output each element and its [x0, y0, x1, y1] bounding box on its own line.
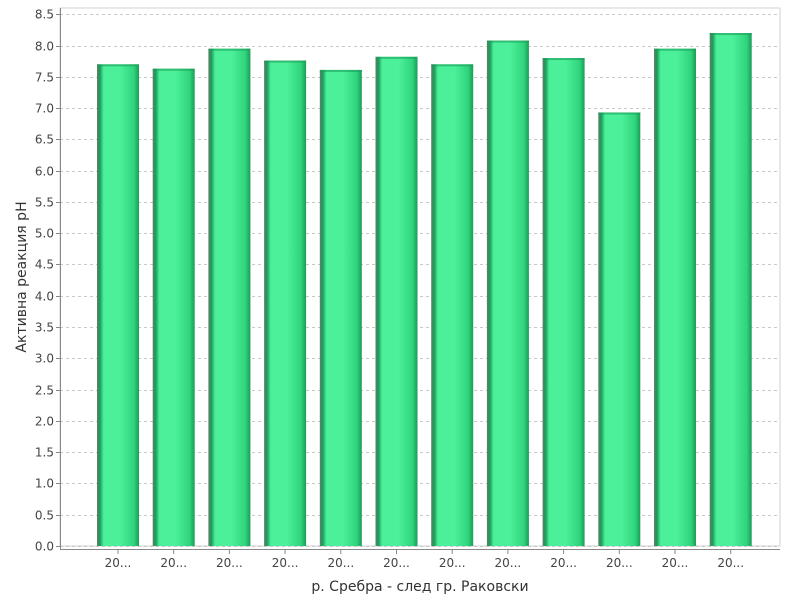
- x-tick-label: 20...: [606, 556, 633, 570]
- bar-body: [542, 58, 585, 547]
- y-tick-label: 0.5: [35, 509, 54, 523]
- y-tick-label: 1.5: [35, 446, 54, 460]
- bar-top-edge: [709, 33, 752, 36]
- y-tick-label: 1.0: [35, 477, 54, 491]
- y-tick-label: 4.5: [35, 258, 54, 272]
- x-tick-label: 20...: [662, 556, 689, 570]
- bar-top-edge: [375, 56, 418, 59]
- bar: [319, 69, 362, 546]
- y-tick-label: 7.0: [35, 102, 54, 116]
- bar: [264, 60, 307, 547]
- y-tick-label: 8.0: [35, 40, 54, 54]
- y-tick-label: 6.5: [35, 133, 54, 147]
- bar: [97, 64, 139, 547]
- bar: [375, 56, 418, 546]
- y-tick-label: 8.5: [35, 8, 54, 22]
- y-tick-label: 6.0: [35, 165, 54, 179]
- y-tick-label: 5.0: [35, 227, 54, 241]
- bar-top-edge: [654, 48, 696, 51]
- bar-body: [654, 48, 696, 547]
- x-tick-label: 20...: [216, 556, 243, 570]
- bar-body: [319, 69, 362, 546]
- y-tick-label: 2.5: [35, 384, 54, 398]
- bar: [598, 112, 641, 546]
- y-tick-label: 2.0: [35, 415, 54, 429]
- bar-top-edge: [431, 64, 474, 67]
- bar: [542, 58, 585, 547]
- axes: [56, 8, 780, 554]
- tick-labels: 0.0 0.5 1.0 1.5 2.0 2.5 3.0 3.5 4.0 4.5 5.0 5.5 6.0 6…: [35, 8, 744, 571]
- bar: [486, 40, 529, 546]
- y-tick-label: 5.5: [35, 196, 54, 210]
- y-tick-label: 3.5: [35, 321, 54, 335]
- bar-body: [97, 64, 139, 547]
- y-tick-label: 7.5: [35, 71, 54, 85]
- x-tick-label: 20...: [105, 556, 132, 570]
- bar-top-edge: [319, 69, 362, 72]
- bar-top-edge: [208, 48, 251, 51]
- x-tick-label: 20...: [383, 556, 410, 570]
- bar: [654, 48, 696, 547]
- bar-body: [375, 56, 418, 546]
- bar-top-edge: [598, 112, 641, 115]
- x-tick-label: 20...: [495, 556, 522, 570]
- x-tick-label: 20...: [160, 556, 187, 570]
- bar-body: [598, 112, 641, 546]
- x-tick-label: 20...: [717, 556, 744, 570]
- y-tick-label: 0.0: [35, 540, 54, 554]
- x-tick-label: 20...: [439, 556, 466, 570]
- bar-top-edge: [486, 40, 529, 43]
- bar-body: [709, 33, 752, 546]
- bar-body: [486, 40, 529, 546]
- bar-body: [152, 68, 195, 546]
- bar-top-edge: [542, 58, 585, 61]
- bar: [152, 68, 195, 546]
- bar-body: [208, 48, 251, 547]
- y-axis-title: Активна реакция pH: [14, 201, 30, 352]
- bar-body: [264, 60, 307, 547]
- bar-top-edge: [152, 68, 195, 71]
- bar-top-edge: [97, 64, 139, 67]
- bars: [97, 33, 752, 547]
- y-tick-label: 4.0: [35, 290, 54, 304]
- x-axis-title: р. Сребра - след гр. Раковски: [311, 579, 528, 595]
- bar: [208, 48, 251, 547]
- bar: [709, 33, 752, 546]
- bar: [431, 64, 474, 547]
- y-tick-label: 3.0: [35, 352, 54, 366]
- x-tick-label: 20...: [327, 556, 354, 570]
- bar-body: [431, 64, 474, 547]
- bar-top-edge: [264, 60, 307, 63]
- x-tick-label: 20...: [272, 556, 299, 570]
- x-tick-label: 20...: [550, 556, 577, 570]
